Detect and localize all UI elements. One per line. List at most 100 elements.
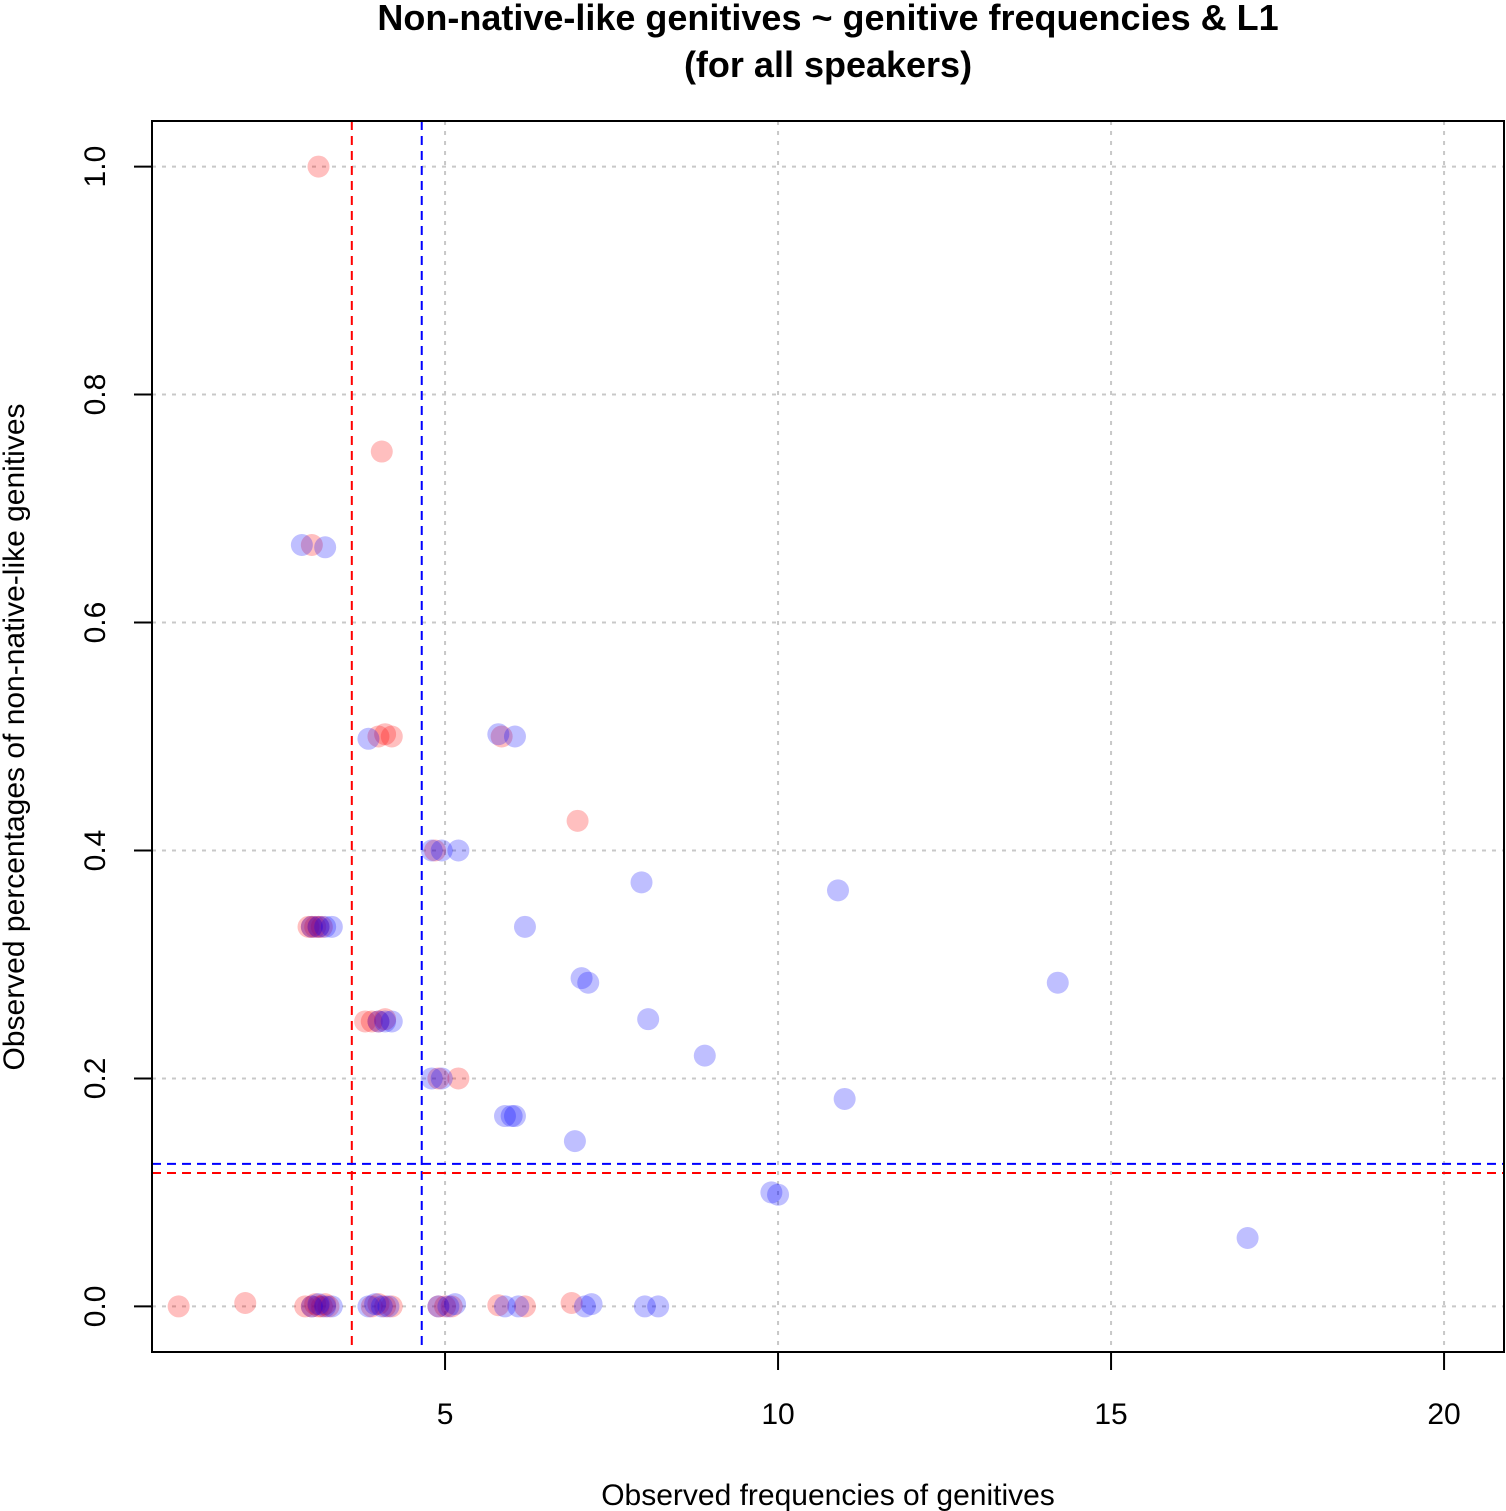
y-tick-label: 0.4 [79, 830, 112, 872]
y-tick-label: 0.0 [79, 1286, 112, 1328]
data-point-series-2 [760, 1181, 783, 1204]
data-point-series-1 [307, 155, 330, 178]
data-point-series-1 [427, 1295, 450, 1318]
data-point-series-1 [294, 1295, 317, 1318]
data-point-series-2 [447, 839, 470, 862]
data-point-series-2 [430, 839, 453, 862]
data-point-series-2 [427, 1295, 450, 1318]
data-point-series-2 [577, 971, 600, 994]
data-point-series-2 [314, 1295, 337, 1318]
data-point-series-1 [297, 915, 320, 938]
data-point-series-1 [560, 1291, 583, 1314]
data-point-series-2 [833, 1087, 856, 1110]
data-point-series-1 [374, 723, 397, 746]
data-point-series-1 [447, 1067, 470, 1090]
data-point-series-1 [380, 1295, 403, 1318]
y-tick-label: 0.8 [79, 374, 112, 416]
data-point-series-1 [434, 1295, 457, 1318]
y-tick-label: 0.2 [79, 1058, 112, 1100]
data-point-series-2 [370, 1295, 393, 1318]
data-point-series-2 [513, 915, 536, 938]
data-point-series-2 [380, 1010, 403, 1033]
data-point-series-1 [367, 1293, 390, 1316]
data-point-series-2 [300, 1295, 323, 1318]
x-tick-label: 20 [1427, 1398, 1460, 1431]
data-point-series-1 [370, 440, 393, 463]
data-point-series-2 [377, 1295, 400, 1318]
y-axis-ticks: 0.0 0.2 0.4 0.6 0.8 1.0 [79, 146, 152, 1328]
data-point-series-2 [503, 1105, 526, 1128]
data-point-series-1 [304, 915, 327, 938]
data-point-series-2 [1046, 971, 1069, 994]
data-point-series-1 [490, 725, 513, 748]
data-point-series-2 [580, 1293, 603, 1316]
data-point-series-1 [310, 915, 333, 938]
data-point-series-2 [1236, 1227, 1259, 1250]
data-point-series-1 [360, 1010, 383, 1033]
plot-frame [151, 120, 1505, 1353]
data-point-series-1 [317, 1295, 340, 1318]
data-point-series-2 [364, 1293, 387, 1316]
data-point-series-1 [367, 725, 390, 748]
data-point-series-1 [304, 1293, 327, 1316]
data-point-series-1 [354, 1010, 377, 1033]
data-point-series-1 [513, 1295, 536, 1318]
data-point-series-2 [300, 915, 323, 938]
data-point-series-1 [167, 1295, 190, 1318]
data-point-series-2 [437, 1295, 460, 1318]
data-point-series-2 [500, 1105, 523, 1128]
data-point-series-2 [314, 915, 337, 938]
data-point-series-1 [566, 809, 589, 832]
chart-subtitle: (for all speakers) [684, 44, 972, 85]
data-point-series-1 [310, 1295, 333, 1318]
data-point-series-2 [507, 1295, 530, 1318]
data-point-series-2 [357, 1295, 380, 1318]
data-point-series-1 [440, 1295, 463, 1318]
data-point-series-1 [300, 1295, 323, 1318]
data-point-series-2 [647, 1295, 670, 1318]
chart-title: Non-native-like genitives ~ genitive fre… [377, 0, 1278, 38]
data-point-series-2 [307, 915, 330, 938]
data-point-series-2 [374, 1010, 397, 1033]
data-point-series-2 [320, 915, 343, 938]
reference-lines [152, 121, 1504, 1352]
data-point-series-2 [693, 1044, 716, 1067]
data-point-series-1 [367, 1010, 390, 1033]
data-point-series-2 [357, 727, 380, 750]
data-point-series-2 [493, 1295, 516, 1318]
x-axis-label: Observed frequencies of genitives [601, 1479, 1055, 1511]
data-point-series-1 [360, 1295, 383, 1318]
data-point-series-2 [630, 871, 653, 894]
data-point-series-1 [300, 534, 323, 557]
data-point-series-2 [314, 536, 337, 559]
data-point-series-2 [290, 534, 313, 557]
data-point-series-1 [487, 1294, 510, 1317]
data-point-series-2 [563, 1130, 586, 1153]
x-tick-label: 15 [1094, 1398, 1127, 1431]
data-point-series-2 [420, 1067, 443, 1090]
data-point-series-2 [767, 1183, 790, 1206]
data-point-series-1 [374, 1295, 397, 1318]
data-point-series-1 [307, 1295, 330, 1318]
x-tick-label: 10 [761, 1398, 794, 1431]
data-point-series-2 [570, 967, 593, 990]
data-point-series-1 [424, 839, 447, 862]
y-tick-label: 1.0 [79, 146, 112, 188]
data-point-series-2 [493, 1105, 516, 1128]
data-points [167, 155, 1259, 1318]
data-point-series-1 [307, 915, 330, 938]
data-point-series-1 [234, 1291, 257, 1314]
y-axis-label: Observed percentages of non-native-like … [0, 403, 31, 1070]
y-tick-label: 0.6 [79, 602, 112, 644]
grid-lines [152, 121, 1504, 1352]
x-tick-label: 5 [437, 1398, 454, 1431]
data-point-series-2 [430, 1067, 453, 1090]
data-point-series-2 [320, 1295, 343, 1318]
data-point-series-2 [444, 1293, 467, 1316]
data-point-series-2 [367, 1010, 390, 1033]
data-point-series-2 [487, 723, 510, 746]
data-point-series-2 [826, 879, 849, 902]
data-point-series-2 [573, 1295, 596, 1318]
data-point-series-1 [374, 1008, 397, 1031]
